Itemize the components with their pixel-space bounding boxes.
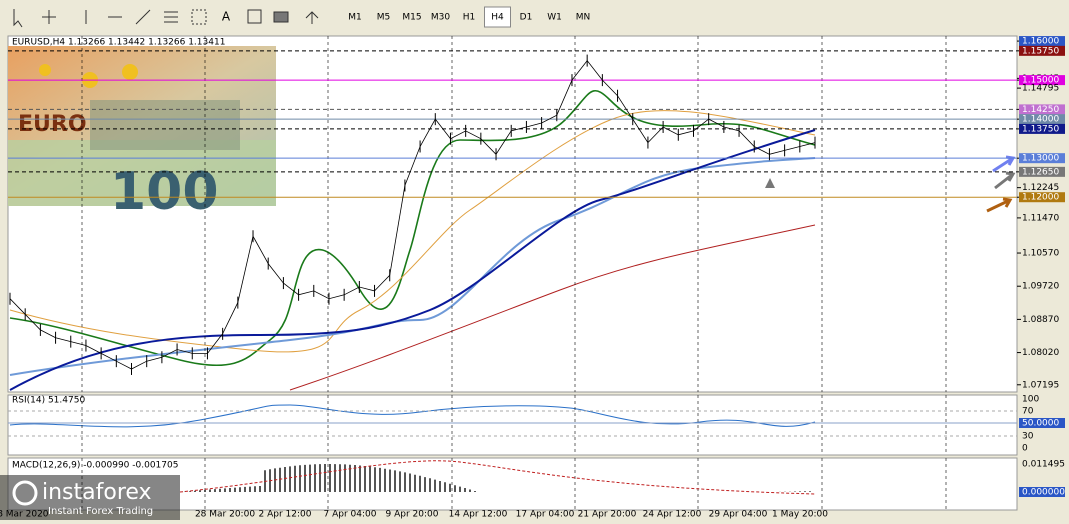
trend-tool[interactable] [135,9,151,25]
banknote-photo: EURO 100 [8,46,276,222]
logo-icon [12,480,38,506]
marker-triangle [765,178,775,188]
x-tick-label: 21 Apr 20:00 [578,510,637,520]
macd-signal [179,460,816,495]
ma-navy [9,129,816,391]
y-tick-label: 1.14795 [1022,84,1059,94]
price-box [1019,192,1065,203]
rsi-tick-label: 100 [1022,395,1039,405]
price-box [1019,123,1065,134]
price-line [9,59,816,370]
price-box [1019,75,1065,86]
x-tick-label: 29 Apr 04:00 [709,510,768,520]
arrow-icon [986,197,1013,213]
rsi-tick-label: 70 [1022,407,1034,417]
y-tick-label: 1.13000 [1022,154,1059,164]
y-tick-label: 1.14000 [1022,115,1059,125]
ma-red [289,224,816,391]
macd-tick-label: 0.000000 [1022,488,1065,498]
fibo-tool[interactable] [191,9,207,25]
toolbar-icons [13,9,319,28]
price-box [1019,104,1065,115]
rsi-box [1019,418,1065,428]
timeframe-label[interactable]: M15 [402,13,421,23]
y-tick-label: 1.08870 [1022,315,1059,325]
timeframe-label[interactable]: D1 [520,13,533,23]
logo-name: instaforex [42,480,152,505]
y-tick-label: 1.12000 [1022,193,1059,203]
chart-header: EURUSD,H4 1.13266 1.13442 1.13266 1.1341… [12,38,225,48]
y-tick-label: 1.09720 [1022,282,1059,292]
timeframe-label[interactable]: M1 [348,13,362,23]
note-text: 100 [110,162,219,222]
macd-histogram [184,464,811,492]
rsi-tick-label: 30 [1022,432,1034,442]
x-tick-label: 28 Mar 20:00 [195,510,255,520]
rsi-tick-label: 0 [1022,444,1028,454]
x-tick-label: 2 Apr 12:00 [259,510,312,520]
note-text: EURO [18,112,87,137]
y-tick-label: 1.16000 [1022,37,1059,47]
y-tick-label: 1.15000 [1022,76,1059,86]
price-box [1019,153,1065,164]
shape-tool[interactable] [273,11,289,23]
macd-tick-label: 0.011495 [1022,460,1065,470]
y-tick-label: 1.15750 [1022,46,1059,56]
price-box [1019,114,1065,125]
rsi-panel [7,394,1018,456]
rsi-label: RSI(14) 51.4750 [12,396,85,406]
x-tick-label: 9 Apr 20:00 [386,510,439,520]
macd-box [1019,487,1065,497]
timeframe-label[interactable]: M30 [431,13,450,23]
text-label-tool[interactable] [247,9,262,24]
cursor-tool[interactable] [13,9,23,28]
x-tick-label: 24 Apr 12:00 [643,510,702,520]
y-tick-label: 1.12245 [1022,183,1059,193]
x-tick-label: 18 Mar 2020 [0,510,49,520]
x-tick-label: 17 Apr 04:00 [516,510,575,520]
timeframe-label[interactable]: W1 [547,13,562,23]
arrow-tool[interactable] [305,11,319,24]
channel-tool[interactable] [164,11,178,23]
timeframe-label[interactable]: H1 [463,13,476,23]
timeframe-label[interactable]: M5 [377,13,391,23]
crosshair-tool[interactable] [42,10,56,24]
x-tick-label: 7 Apr 04:00 [324,510,377,520]
price-box [1019,166,1065,177]
x-tick-label: 14 Apr 12:00 [449,510,508,520]
toolbar [0,0,1069,34]
macd-label: MACD(12,26,9) -0.000990 -0.001705 [12,461,178,471]
rsi-tick-label: 50.0000 [1022,419,1059,429]
rsi-line [9,404,816,428]
timeframe-label[interactable]: MN [576,13,591,23]
price-box [1019,45,1065,56]
timeframe-label[interactable]: H4 [491,13,504,23]
y-tick-label: 1.14250 [1022,105,1059,115]
y-tick-label: 1.10570 [1022,249,1059,259]
y-tick-label: 1.12650 [1022,167,1059,177]
price-box [1019,36,1065,47]
x-tick-label: 1 May 20:00 [772,510,828,520]
timeframe-button[interactable] [484,6,511,28]
y-tick-label: 1.08020 [1022,348,1059,358]
ma-orange [9,110,816,353]
text-tool[interactable]: A [222,10,231,24]
y-tick-label: 1.11470 [1022,213,1059,223]
y-tick-label: 1.07195 [1022,380,1059,390]
y-tick-label: 1.13750 [1022,124,1059,134]
arrow-icon [994,171,1016,190]
logo-tagline: Instant Forex Trading [48,506,153,517]
